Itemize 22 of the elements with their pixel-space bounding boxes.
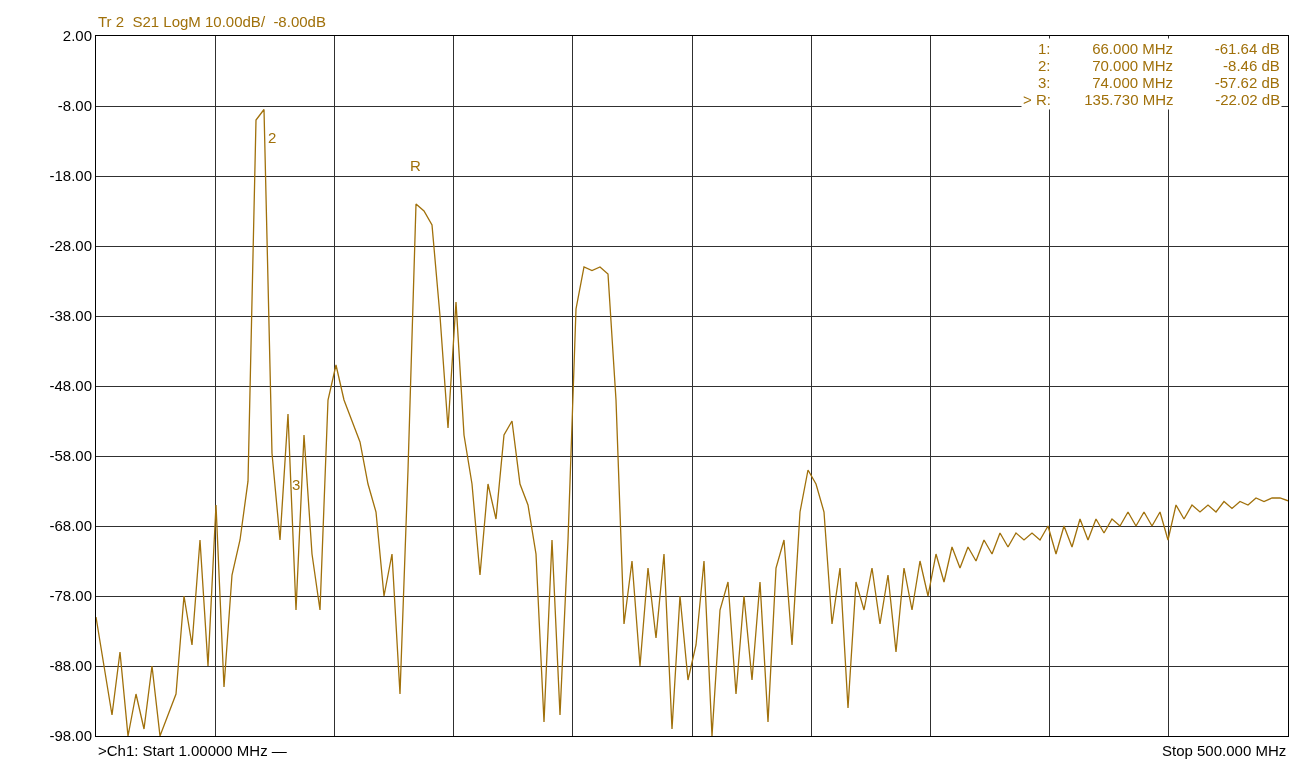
annotation: R xyxy=(410,157,421,174)
annotation: 2 xyxy=(268,129,277,146)
y-tick-label: -78.00 xyxy=(49,587,92,605)
annotation: 3 xyxy=(292,476,301,493)
annotation: 1: 66.000 MHz -61.64 dB xyxy=(1038,40,1280,57)
y-tick-label: 2.00 xyxy=(62,27,92,45)
y-tick-label: -48.00 xyxy=(49,377,92,395)
line-series xyxy=(96,108,1288,736)
y-tick-label: -18.00 xyxy=(49,167,92,185)
y-tick-label: -98.00 xyxy=(49,727,92,745)
text: >Ch1: Start 1.00000 MHz — xyxy=(98,742,287,759)
y-tick-label: -8.00 xyxy=(57,97,92,115)
annotation: > R: 135.730 MHz -22.02 dB xyxy=(1023,91,1281,108)
y-tick-label: -38.00 xyxy=(49,307,92,325)
y-tick-label: -88.00 xyxy=(49,657,92,675)
y-tick-label: -28.00 xyxy=(49,237,92,255)
y-tick-label: -68.00 xyxy=(49,517,92,535)
annotation: 2: 70.000 MHz -8.46 dB xyxy=(1038,57,1280,74)
annotation: 3: 74.000 MHz -57.62 dB xyxy=(1038,74,1280,91)
y-tick-label: -58.00 xyxy=(49,447,92,465)
chart-title: Tr 2 S21 LogM 10.00dB/ -8.00dB xyxy=(98,13,326,30)
text: Stop 500.000 MHz xyxy=(1162,742,1287,759)
